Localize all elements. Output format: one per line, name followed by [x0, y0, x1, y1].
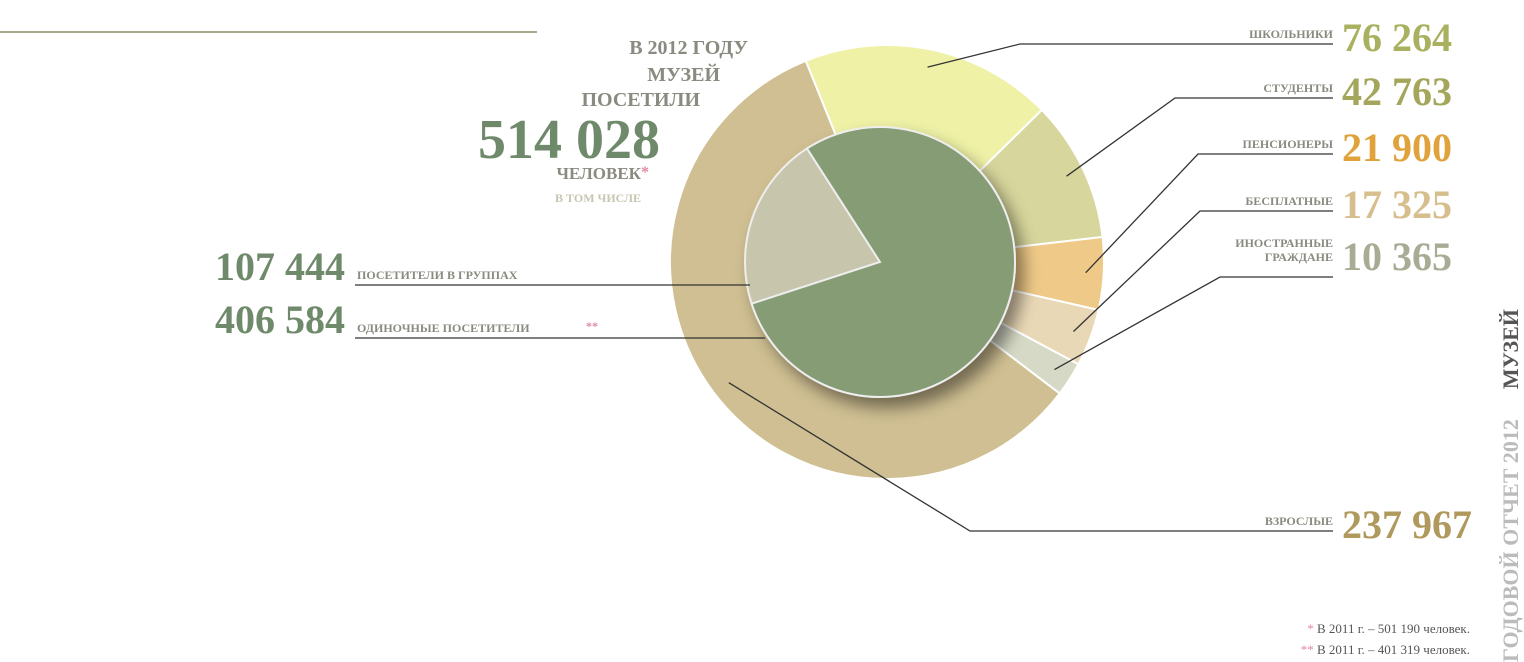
inner-pie — [744, 126, 1016, 398]
category-value: 42 763 — [1342, 69, 1452, 114]
inner-slice — [744, 147, 882, 305]
leader-line — [1054, 276, 1333, 371]
footnote-mark: * — [1307, 621, 1314, 636]
category-label: ПЕНСИОНЕРЫ — [1242, 137, 1333, 151]
title-line: ПОСЕТИЛИ — [581, 89, 701, 111]
subtitle: В ТОМ ЧИСЛЕ — [555, 191, 641, 205]
category-value: 76 264 — [1342, 15, 1452, 60]
category-label: ИНОСТРАННЫЕ ГРАЖДАНЕ — [1235, 236, 1333, 264]
footnote-text: В 2011 г. – 501 190 человек. — [1313, 621, 1470, 636]
leader-line — [1073, 210, 1333, 333]
inner-value: 406 584 — [215, 297, 345, 342]
total: 514 028 — [478, 109, 660, 171]
side-text: ГОДОВОЙ ОТЧЕТ 2012 МУЗЕЙ — [1498, 309, 1523, 662]
title-line: МУЗЕЙ — [647, 64, 720, 86]
inner-label: ПОСЕТИТЕЛИ В ГРУППАХ — [357, 268, 518, 282]
category-value: 10 365 — [1342, 234, 1452, 279]
leader-line — [1085, 153, 1333, 274]
title-line: В 2012 ГОДУ — [629, 37, 748, 59]
footnote: * В 2011 г. – 501 190 человек. — [1307, 622, 1470, 635]
category-label: СТУДЕНТЫ — [1263, 81, 1333, 95]
leader-line — [1066, 97, 1333, 177]
inner-value: 107 444 — [215, 244, 345, 289]
category-value: 237 967 — [1342, 502, 1472, 547]
leader-line — [728, 382, 1333, 532]
leader-line — [927, 43, 1333, 68]
side-right: МУЗЕЙ — [1498, 309, 1523, 389]
footnote-mark: ** — [1300, 642, 1314, 657]
inner-slice — [750, 126, 1016, 398]
category-label: ВЗРОСЛЫЕ — [1264, 514, 1333, 528]
inner-label: ОДИНОЧНЫЕ ПОСЕТИТЕЛИ — [357, 321, 530, 335]
footnote: ** В 2011 г. – 401 319 человек. — [1301, 643, 1470, 656]
category-label: ШКОЛЬНИКИ — [1249, 27, 1333, 41]
unit-mark: * — [641, 164, 649, 181]
side-left: ГОДОВОЙ ОТЧЕТ 2012 — [1498, 419, 1523, 662]
category-label: БЕСПЛАТНЫЕ — [1245, 194, 1333, 208]
category-value: 17 325 — [1342, 182, 1452, 227]
unit: ЧЕЛОВЕК — [556, 164, 642, 183]
category-value: 21 900 — [1342, 125, 1452, 170]
footnote-text: В 2011 г. – 401 319 человек. — [1313, 642, 1470, 657]
single-mark: ** — [586, 319, 598, 333]
